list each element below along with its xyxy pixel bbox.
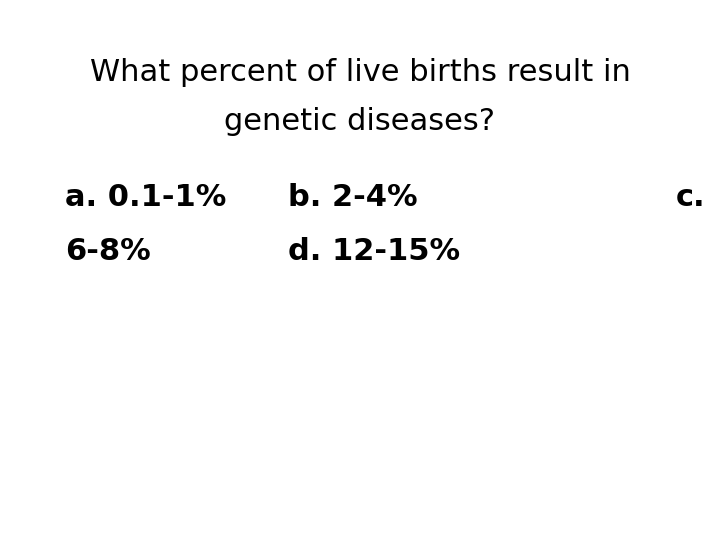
Text: genetic diseases?: genetic diseases? [225,107,495,136]
Text: b. 2-4%: b. 2-4% [288,183,418,212]
Text: What percent of live births result in: What percent of live births result in [89,58,631,87]
Text: c.: c. [676,183,706,212]
Text: 6-8%: 6-8% [65,237,150,266]
Text: d. 12-15%: d. 12-15% [288,237,460,266]
Text: a. 0.1-1%: a. 0.1-1% [65,183,226,212]
